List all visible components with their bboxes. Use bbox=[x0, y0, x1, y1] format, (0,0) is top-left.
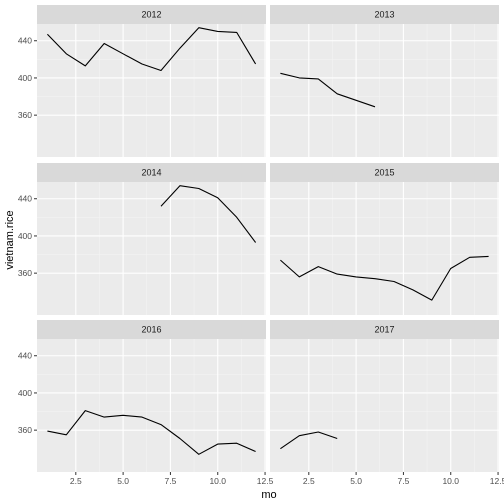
x-tick-label: 7.5 bbox=[398, 476, 410, 486]
x-tick-label: 12.5 bbox=[257, 476, 274, 486]
facet-strip bbox=[270, 320, 499, 339]
x-tick-label: 10.0 bbox=[209, 476, 226, 486]
series-line bbox=[160, 185, 257, 243]
x-tick-label: 10.0 bbox=[442, 476, 459, 486]
x-tick-label: 2.5 bbox=[70, 476, 82, 486]
facet-strip bbox=[37, 5, 266, 24]
facet-strip-label: 2016 bbox=[141, 325, 161, 335]
facet-strip bbox=[37, 163, 266, 182]
facet-panel bbox=[37, 182, 266, 315]
y-tick-label: 400 bbox=[18, 388, 32, 398]
facet-panel bbox=[270, 24, 499, 157]
y-axis-title: vietnam.rice bbox=[4, 210, 16, 269]
x-tick-label: 12.5 bbox=[490, 476, 504, 486]
facet-strip bbox=[37, 320, 266, 339]
facet-strip-label: 2013 bbox=[374, 10, 394, 20]
x-tick-label: 5.0 bbox=[350, 476, 362, 486]
x-tick-label: 5.0 bbox=[117, 476, 129, 486]
facet-strip-label: 2015 bbox=[374, 168, 394, 178]
y-tick-label: 400 bbox=[18, 73, 32, 83]
facet-strip-label: 2014 bbox=[141, 168, 161, 178]
series-line bbox=[47, 410, 256, 455]
facet-panel bbox=[270, 182, 499, 315]
series-line bbox=[280, 72, 376, 108]
facet-panel bbox=[270, 339, 499, 472]
facet-panel bbox=[37, 339, 266, 472]
y-tick-label: 400 bbox=[18, 231, 32, 241]
y-tick-label: 360 bbox=[18, 110, 32, 120]
facet-panel bbox=[37, 24, 266, 157]
y-tick-label: 440 bbox=[18, 351, 32, 361]
series-line bbox=[47, 27, 257, 72]
x-axis-title: mo bbox=[261, 489, 276, 501]
series-line bbox=[280, 431, 338, 450]
y-tick-label: 360 bbox=[18, 268, 32, 278]
x-tick-label: 2.5 bbox=[303, 476, 315, 486]
facet-strip-label: 2012 bbox=[141, 10, 161, 20]
facet-strip bbox=[270, 163, 499, 182]
x-tick-label: 7.5 bbox=[165, 476, 177, 486]
series-line bbox=[280, 255, 489, 301]
facet-strip bbox=[270, 5, 499, 24]
facet-strip-label: 2017 bbox=[374, 325, 394, 335]
y-tick-label: 360 bbox=[18, 425, 32, 435]
y-tick-label: 440 bbox=[18, 194, 32, 204]
y-tick-label: 440 bbox=[18, 36, 32, 46]
